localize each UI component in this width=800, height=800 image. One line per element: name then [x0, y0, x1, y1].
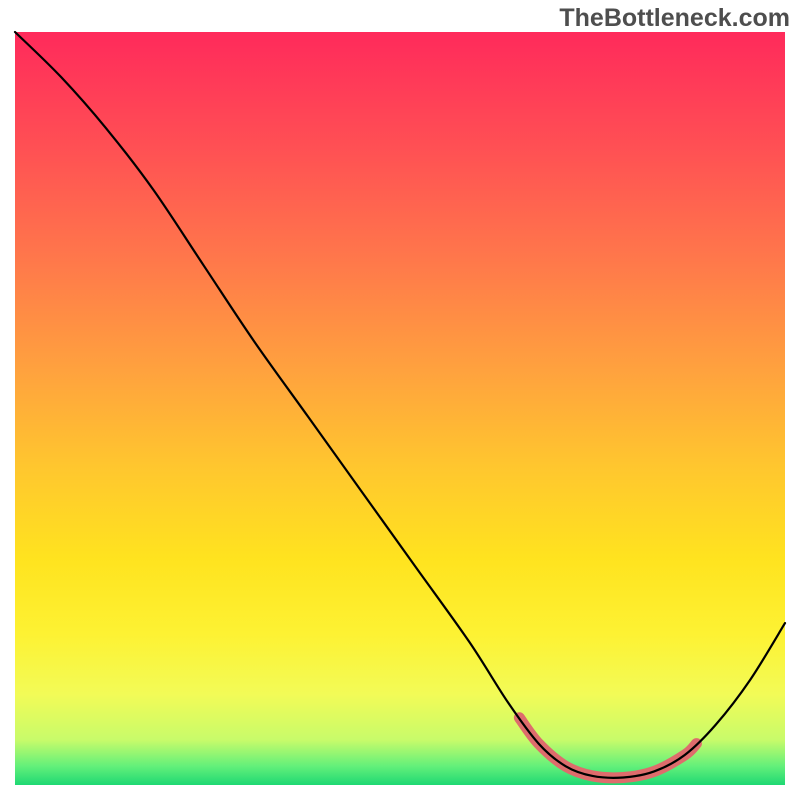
gradient-background [15, 32, 785, 785]
bottleneck-curve-chart [0, 0, 800, 800]
watermark-text: TheBottleneck.com [559, 4, 790, 33]
